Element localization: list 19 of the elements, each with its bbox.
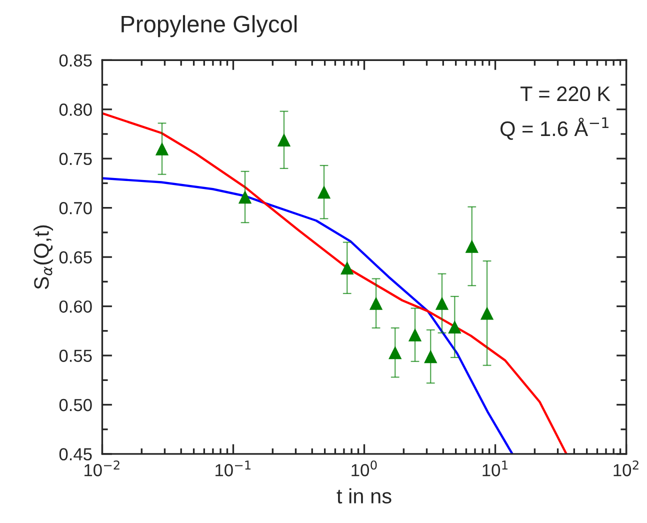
y-tick-label: 0.55 bbox=[59, 350, 92, 362]
y-tick-label: 0.45 bbox=[59, 448, 92, 460]
y-tick-label: 0.50 bbox=[59, 398, 92, 412]
x-tick-label: 10$^{1}$ bbox=[482, 460, 508, 476]
y-tick-label: 0.85 bbox=[59, 54, 92, 67]
y-tick-label: 0.80 bbox=[59, 104, 92, 116]
y-tick-label: 0.75 bbox=[59, 152, 92, 166]
x-axis-title: t in ns bbox=[336, 488, 392, 504]
annotation: T = 220 K bbox=[520, 86, 610, 102]
y-tick-label: 0.70 bbox=[59, 202, 92, 214]
y-tick-label: 0.60 bbox=[59, 300, 92, 313]
x-tick-label: 10$^{−2}$ bbox=[84, 460, 120, 476]
y-tick-label: 0.65 bbox=[59, 251, 92, 264]
chart-title: Propylene Glycol bbox=[122, 15, 297, 38]
x-tick-label: 10$^{0}$ bbox=[352, 460, 377, 476]
annotation: Q = 1.6 Å$^{−1}$ bbox=[500, 117, 608, 140]
x-tick-label: 10$^{2}$ bbox=[614, 460, 638, 476]
x-tick-label: 10$^{−1}$ bbox=[216, 460, 251, 476]
y-axis-title: S$_{α}$(Q,t) bbox=[34, 225, 53, 290]
